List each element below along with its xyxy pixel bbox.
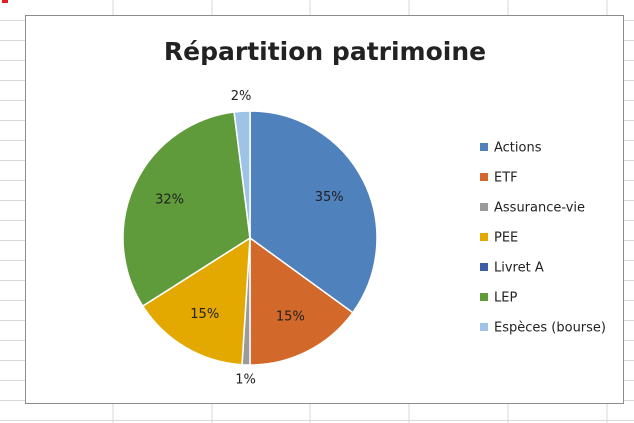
legend-swatch <box>480 263 488 271</box>
chart-title: Répartition patrimoine <box>164 37 486 66</box>
legend: Actions ETF Assurance-vie PEE Livret A LEP Esp… <box>480 141 606 336</box>
pie: 35% 15% 1% 15% 32% 2% <box>122 89 378 387</box>
legend-swatch <box>480 233 488 241</box>
legend-label: Livret A <box>494 261 544 276</box>
legend-swatch <box>480 203 488 211</box>
pie-slice <box>233 110 251 239</box>
pie-slice <box>122 111 251 308</box>
legend-swatch <box>480 323 488 331</box>
legend-label: ETF <box>494 171 518 186</box>
data-label: 1% <box>235 372 256 387</box>
data-label: 2% <box>231 89 252 104</box>
legend-label: Assurance-vie <box>494 201 585 216</box>
data-label: 15% <box>276 310 305 325</box>
pie-slice <box>141 236 251 366</box>
pie-slice <box>249 110 378 314</box>
legend-label: LEP <box>494 291 517 306</box>
legend-swatch <box>480 293 488 301</box>
pie-slice <box>249 236 354 366</box>
cell-marker <box>2 0 8 3</box>
legend-label: Espèces (bourse) <box>494 321 606 336</box>
legend-swatch <box>480 143 488 151</box>
data-label: 15% <box>190 307 219 322</box>
legend-swatch <box>480 173 488 181</box>
data-label: 35% <box>315 190 344 205</box>
legend-label: PEE <box>494 231 518 246</box>
legend-label: Actions <box>494 141 542 156</box>
data-label: 32% <box>155 193 184 208</box>
